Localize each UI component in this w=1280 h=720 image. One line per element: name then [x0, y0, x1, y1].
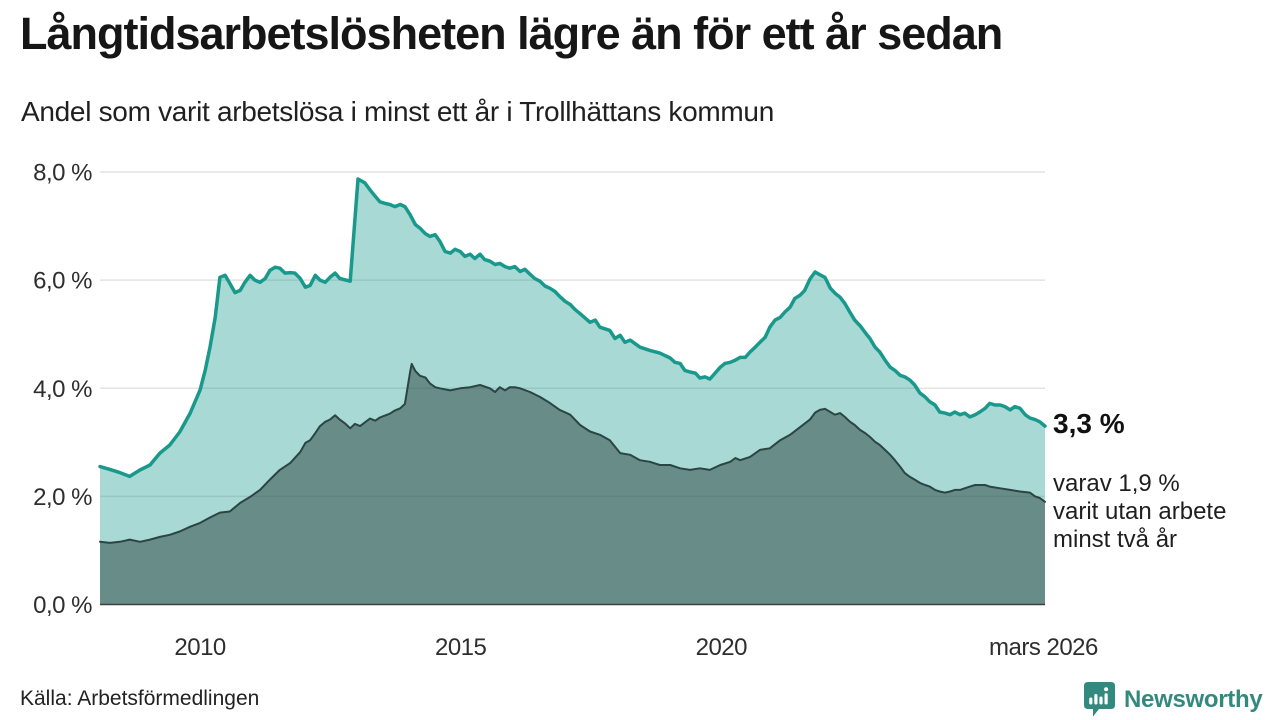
y-axis-tick-labels: 8,0 % 6,0 % 4,0 % 2,0 % 0,0 %: [33, 160, 93, 619]
end-value-label: 3,3 %: [1053, 408, 1125, 439]
x-tick-label: mars 2026: [989, 634, 1098, 661]
x-tick-label: 2010: [174, 634, 226, 661]
x-tick-label: 2020: [696, 634, 748, 661]
page-title: Långtidsarbetslösheten lägre än för ett …: [20, 8, 1003, 59]
y-tick-label: 8,0 %: [33, 160, 92, 187]
series-line-0: [98, 177, 1047, 479]
end-value-detail: varav 1,9 % varit utan arbete minst två …: [1053, 470, 1226, 554]
y-tick-label: 0,0 %: [33, 592, 92, 619]
detail-line: minst två år: [1053, 526, 1178, 553]
newsworthy-bubble-chart-icon: [1084, 682, 1115, 717]
x-tick-label: 2015: [435, 634, 487, 661]
y-tick-label: 6,0 %: [33, 268, 92, 295]
series-area-1: [100, 363, 1045, 605]
series-line-1: [99, 362, 1046, 544]
detail-line: varav 1,9 %: [1053, 470, 1180, 497]
series-lines: [98, 177, 1047, 544]
newsworthy-logo: Newsworthy: [1084, 682, 1263, 717]
chart-subtitle: Andel som varit arbetslösa i minst ett å…: [21, 96, 774, 127]
source-credit: Källa: Arbetsförmedlingen: [20, 687, 260, 710]
brand-name: Newsworthy: [1124, 685, 1263, 713]
area-fills: [100, 179, 1045, 605]
y-tick-label: 4,0 %: [33, 376, 92, 403]
detail-line: varit utan arbete: [1053, 498, 1227, 525]
x-axis-tick-labels: 2010 2015 2020 mars 2026: [174, 634, 1098, 661]
y-tick-label: 2,0 %: [33, 484, 92, 511]
